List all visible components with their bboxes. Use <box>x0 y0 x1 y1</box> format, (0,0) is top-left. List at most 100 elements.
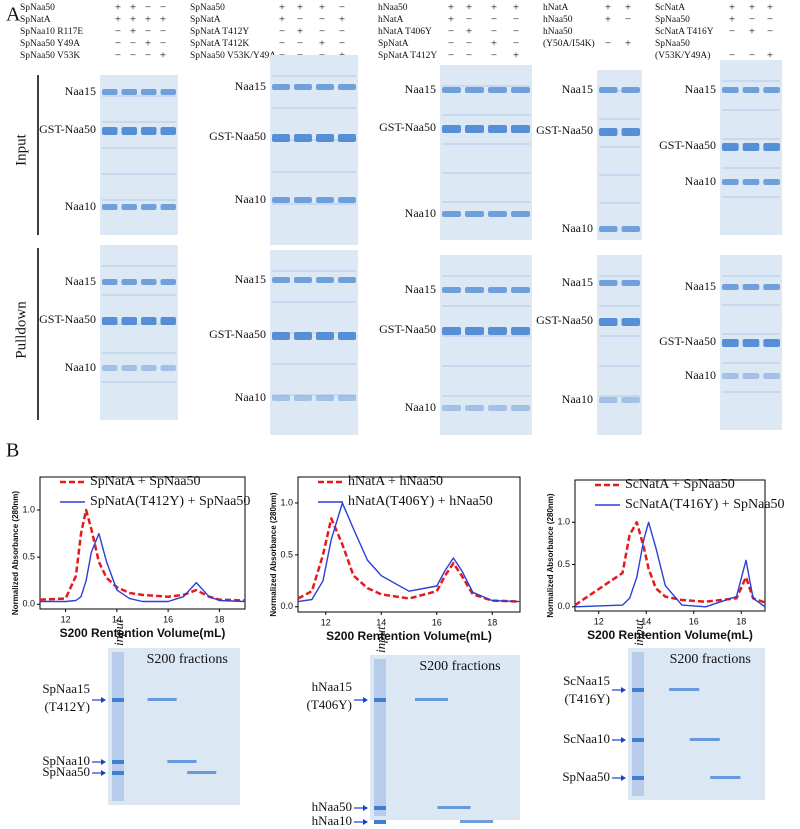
gel-band <box>121 127 137 135</box>
gel-band <box>316 332 334 340</box>
plot-frame <box>39 476 246 610</box>
y-tick-label: 0.5 <box>22 552 35 562</box>
arrow-head <box>621 737 626 743</box>
gel-band <box>167 760 197 763</box>
band-label: GST-Naa50 <box>379 322 436 336</box>
arrow-head <box>363 819 368 825</box>
gel-band <box>511 327 530 335</box>
gel-band <box>160 204 176 210</box>
condition-sign: + <box>130 26 136 38</box>
gel-band <box>294 332 312 340</box>
gel-band <box>488 125 507 133</box>
x-tick-label: 14 <box>112 614 122 624</box>
gel-band <box>141 89 157 95</box>
x-tick-label: 12 <box>321 617 331 627</box>
condition-label: SpNatA T412K <box>190 39 249 49</box>
band-label: Naa10 <box>562 221 593 235</box>
protein-label: ScNaa15 <box>563 673 610 688</box>
gel-smear <box>102 95 176 97</box>
band-label: Naa10 <box>235 390 266 404</box>
condition-sign: + <box>145 38 151 50</box>
gel-band <box>338 395 356 401</box>
condition-label: SpNaa50 V53K <box>20 51 80 61</box>
gel-band <box>294 395 312 401</box>
gel-band <box>465 405 484 411</box>
gel-band <box>621 397 640 403</box>
protein-label: (T412Y) <box>45 699 91 714</box>
gel-title: S200 fractions <box>670 652 751 667</box>
y-tick-label: 0.0 <box>280 601 293 611</box>
protein-label: SpNaa50 <box>562 769 610 784</box>
gel-band <box>742 143 760 151</box>
gel-smear <box>599 395 640 397</box>
input-label: input <box>111 619 126 646</box>
gel-band <box>742 339 760 347</box>
gel-band <box>141 204 157 210</box>
gel-band <box>294 277 312 283</box>
y-axis-label: Normalized Absorbance (280nm) <box>546 493 555 618</box>
condition-sign: + <box>513 50 519 62</box>
x-tick-label: 14 <box>641 616 651 626</box>
gel-band <box>763 179 780 185</box>
x-tick-label: 16 <box>689 616 699 626</box>
gel-smear <box>272 301 356 303</box>
condition-sign: + <box>448 2 454 14</box>
condition-sign: − <box>339 38 345 50</box>
protein-label: (T416Y) <box>565 691 611 706</box>
gel-band <box>272 277 290 283</box>
legend-label: SpNatA(T412Y) + SpNaa50 <box>90 494 250 509</box>
arrow-head <box>101 759 106 765</box>
legend-label: hNatA + hNaa50 <box>348 474 443 489</box>
gel-band <box>316 277 334 283</box>
gel-band <box>338 277 356 283</box>
condition-sign: + <box>749 26 755 38</box>
condition-label: (Y50A/I54K) <box>543 38 595 49</box>
gel-smear <box>599 305 640 307</box>
gel-band <box>442 211 461 217</box>
gel-band <box>294 134 312 142</box>
protein-label: (T406Y) <box>307 697 353 712</box>
gel-smear <box>272 394 356 396</box>
gel-band <box>465 125 484 133</box>
gel-smear <box>722 333 780 335</box>
condition-sign: + <box>605 14 611 26</box>
gel-band <box>511 287 530 293</box>
gel <box>628 648 765 800</box>
condition-sign: + <box>115 14 121 26</box>
condition-sign: + <box>466 26 472 38</box>
band-label: GST-Naa50 <box>536 123 593 137</box>
data-line <box>297 502 521 603</box>
gel-band <box>742 373 760 379</box>
gel-band <box>102 317 118 325</box>
condition-sign: − <box>319 26 325 38</box>
condition-sign: + <box>625 2 631 14</box>
band-label: Naa10 <box>405 206 436 220</box>
gel-smear <box>442 365 530 367</box>
gel-band <box>121 317 137 325</box>
y-tick-label: 0.5 <box>557 559 570 569</box>
condition-sign: − <box>130 38 136 50</box>
gel-band <box>160 365 176 371</box>
gel-smear <box>599 365 640 367</box>
gel-band <box>147 698 177 701</box>
gel <box>108 648 240 805</box>
condition-sign: − <box>297 14 303 26</box>
gel-smear <box>722 80 780 82</box>
condition-label: hNatA T406Y <box>378 27 432 37</box>
arrow-head <box>621 775 626 781</box>
plot-frame <box>574 479 766 612</box>
gel-band <box>511 125 530 133</box>
gel-band <box>442 327 461 335</box>
gel-band <box>763 87 780 93</box>
gel-band <box>272 197 290 203</box>
gel-band <box>338 197 356 203</box>
condition-sign: − <box>466 50 472 62</box>
y-tick-label: 1.0 <box>557 517 570 527</box>
plot-frame <box>297 476 521 613</box>
condition-sign: + <box>513 2 519 14</box>
gel-band <box>722 284 739 290</box>
condition-sign: + <box>729 14 735 26</box>
band-label: Naa15 <box>405 282 436 296</box>
condition-sign: − <box>160 2 166 14</box>
